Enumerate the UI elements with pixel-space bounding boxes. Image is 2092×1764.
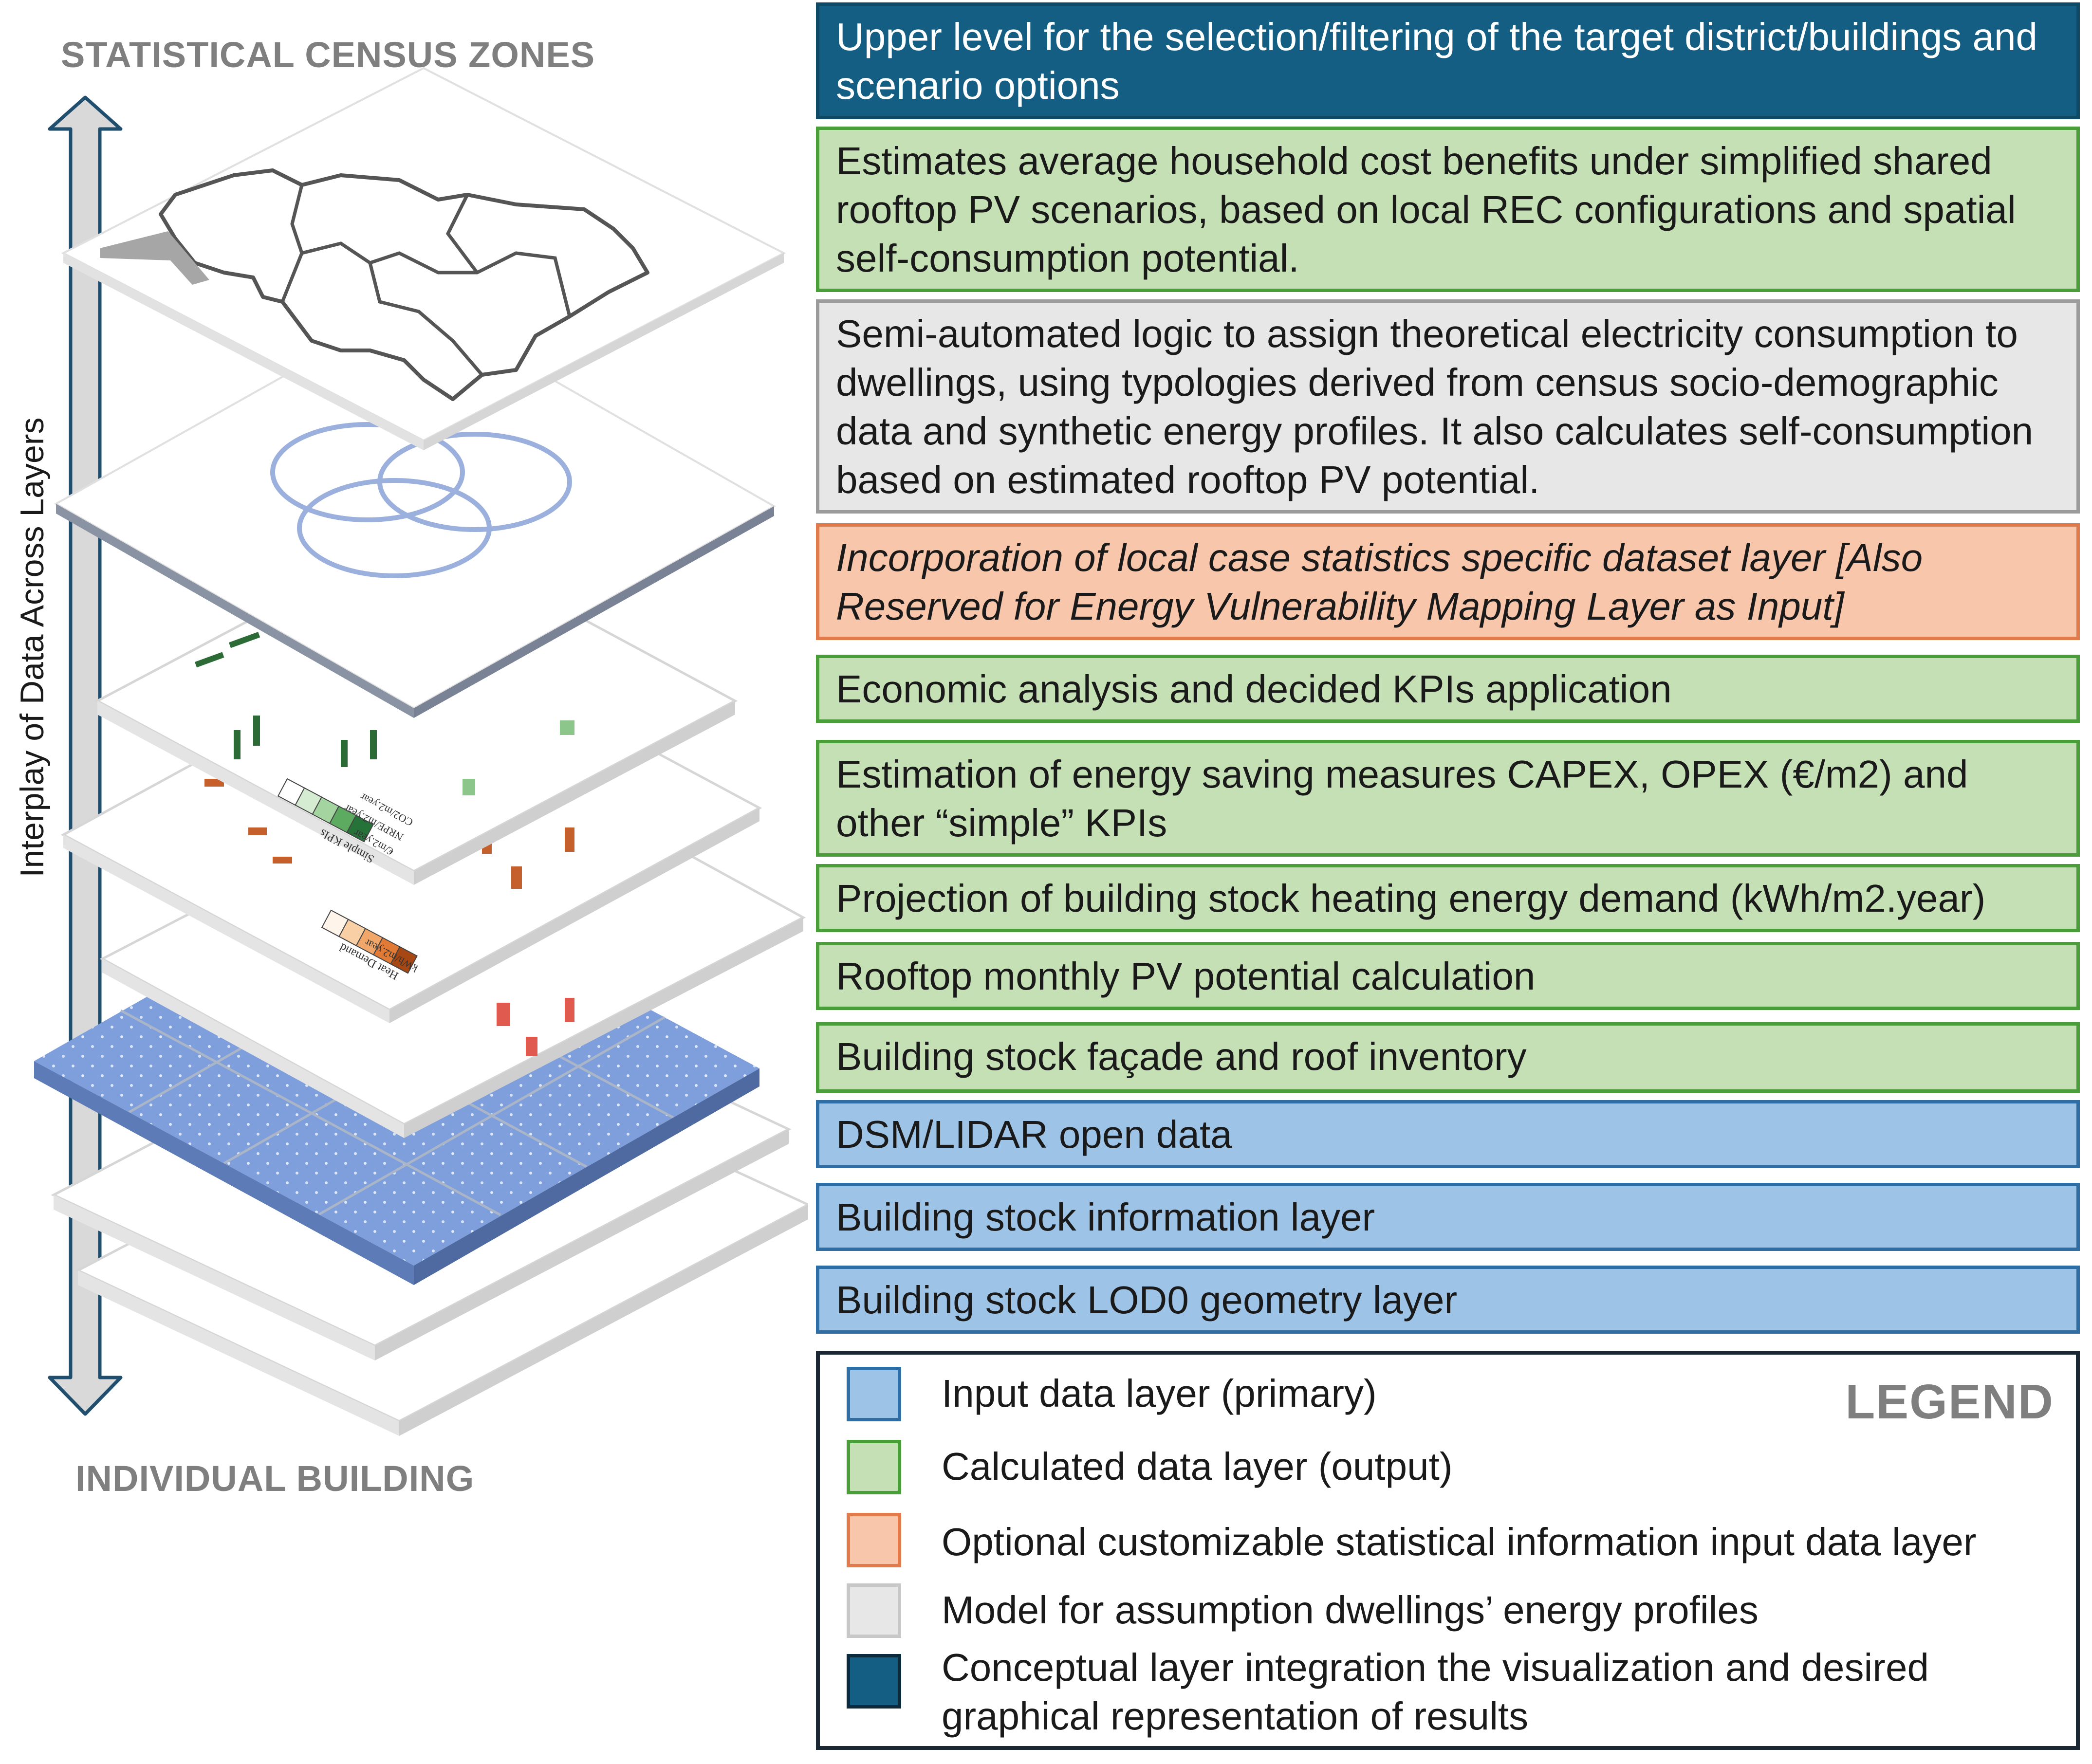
layer-box-rooftop-pv: Rooftop monthly PV potential calculation	[816, 942, 2080, 1010]
layer-box-text: Projection of building stock heating ene…	[836, 877, 1986, 920]
layer-box-dwelling-consumption-model: Semi-automated logic to assign theoretic…	[816, 299, 2080, 514]
double-arrow-icon	[48, 95, 123, 1416]
legend-swatch-optional	[847, 1513, 901, 1567]
legend-swatch-calculated	[847, 1440, 901, 1494]
layers-drawing: Heat Demand kWh/m2.year	[34, 67, 808, 1436]
legend-label-conceptual: Conceptual layer integration the visuali…	[942, 1646, 1929, 1738]
layer-stack-illustration: STATISTICAL CENSUS ZONES INDIVIDUAL BUIL…	[0, 0, 808, 1764]
legend-title: LEGEND	[1845, 1375, 2054, 1429]
venn-model-plate	[54, 300, 777, 718]
legend-label-optional: Optional customizable statistical inform…	[942, 1520, 1977, 1563]
layer-box-rec-cost-benefits: Estimates average household cost benefit…	[816, 127, 2080, 292]
layer-box-local-statistics: Incorporation of local case statistics s…	[816, 523, 2080, 640]
layer-box-text: Rooftop monthly PV potential calculation	[836, 955, 1536, 998]
layer-box-heating-demand: Projection of building stock heating ene…	[816, 864, 2080, 932]
legend-label-model: Model for assumption dwellings’ energy p…	[942, 1588, 1759, 1632]
layer-box-text: Estimates average household cost benefit…	[836, 139, 2016, 280]
legend-label-input: Input data layer (primary)	[942, 1372, 1377, 1415]
census-zones-plate	[61, 67, 786, 450]
legend: LEGEND Input data layer (primary) Calcul…	[816, 1351, 2080, 1750]
top-label: STATISTICAL CENSUS ZONES	[61, 35, 595, 75]
layer-box-text: Building stock façade and roof inventory	[836, 1035, 1527, 1078]
layer-box-conceptual: Upper level for the selection/filtering …	[816, 2, 2080, 119]
layer-box-text: Building stock LOD0 geometry layer	[836, 1278, 1458, 1322]
layer-box-text: DSM/LIDAR open data	[836, 1113, 1232, 1156]
legend-swatch-input	[847, 1367, 901, 1421]
layer-box-text: Building stock information layer	[836, 1195, 1375, 1239]
legend-swatch-conceptual	[847, 1654, 901, 1709]
legend-label-calculated: Calculated data layer (output)	[942, 1445, 1453, 1488]
layer-box-text: Economic analysis and decided KPIs appli…	[836, 667, 1672, 711]
layer-box-text: Incorporation of local case statistics s…	[836, 536, 1923, 628]
layer-box-facade-roof-inventory: Building stock façade and roof inventory	[816, 1022, 2080, 1093]
layer-box-energy-saving-kpis: Estimation of energy saving measures CAP…	[816, 740, 2080, 857]
layer-box-building-info: Building stock information layer	[816, 1183, 2080, 1251]
layer-box-text: Estimation of energy saving measures CAP…	[836, 753, 1968, 845]
layer-box-lod0-geometry: Building stock LOD0 geometry layer	[816, 1266, 2080, 1334]
layer-box-economic-analysis: Economic analysis and decided KPIs appli…	[816, 655, 2080, 723]
bottom-label: INDIVIDUAL BUILDING	[75, 1458, 475, 1499]
layer-box-dsm-lidar: DSM/LIDAR open data	[816, 1100, 2080, 1168]
layer-box-text: Semi-automated logic to assign theoretic…	[836, 312, 2034, 501]
legend-swatch-model	[847, 1583, 901, 1638]
layer-box-text: Upper level for the selection/filtering …	[836, 15, 2038, 107]
